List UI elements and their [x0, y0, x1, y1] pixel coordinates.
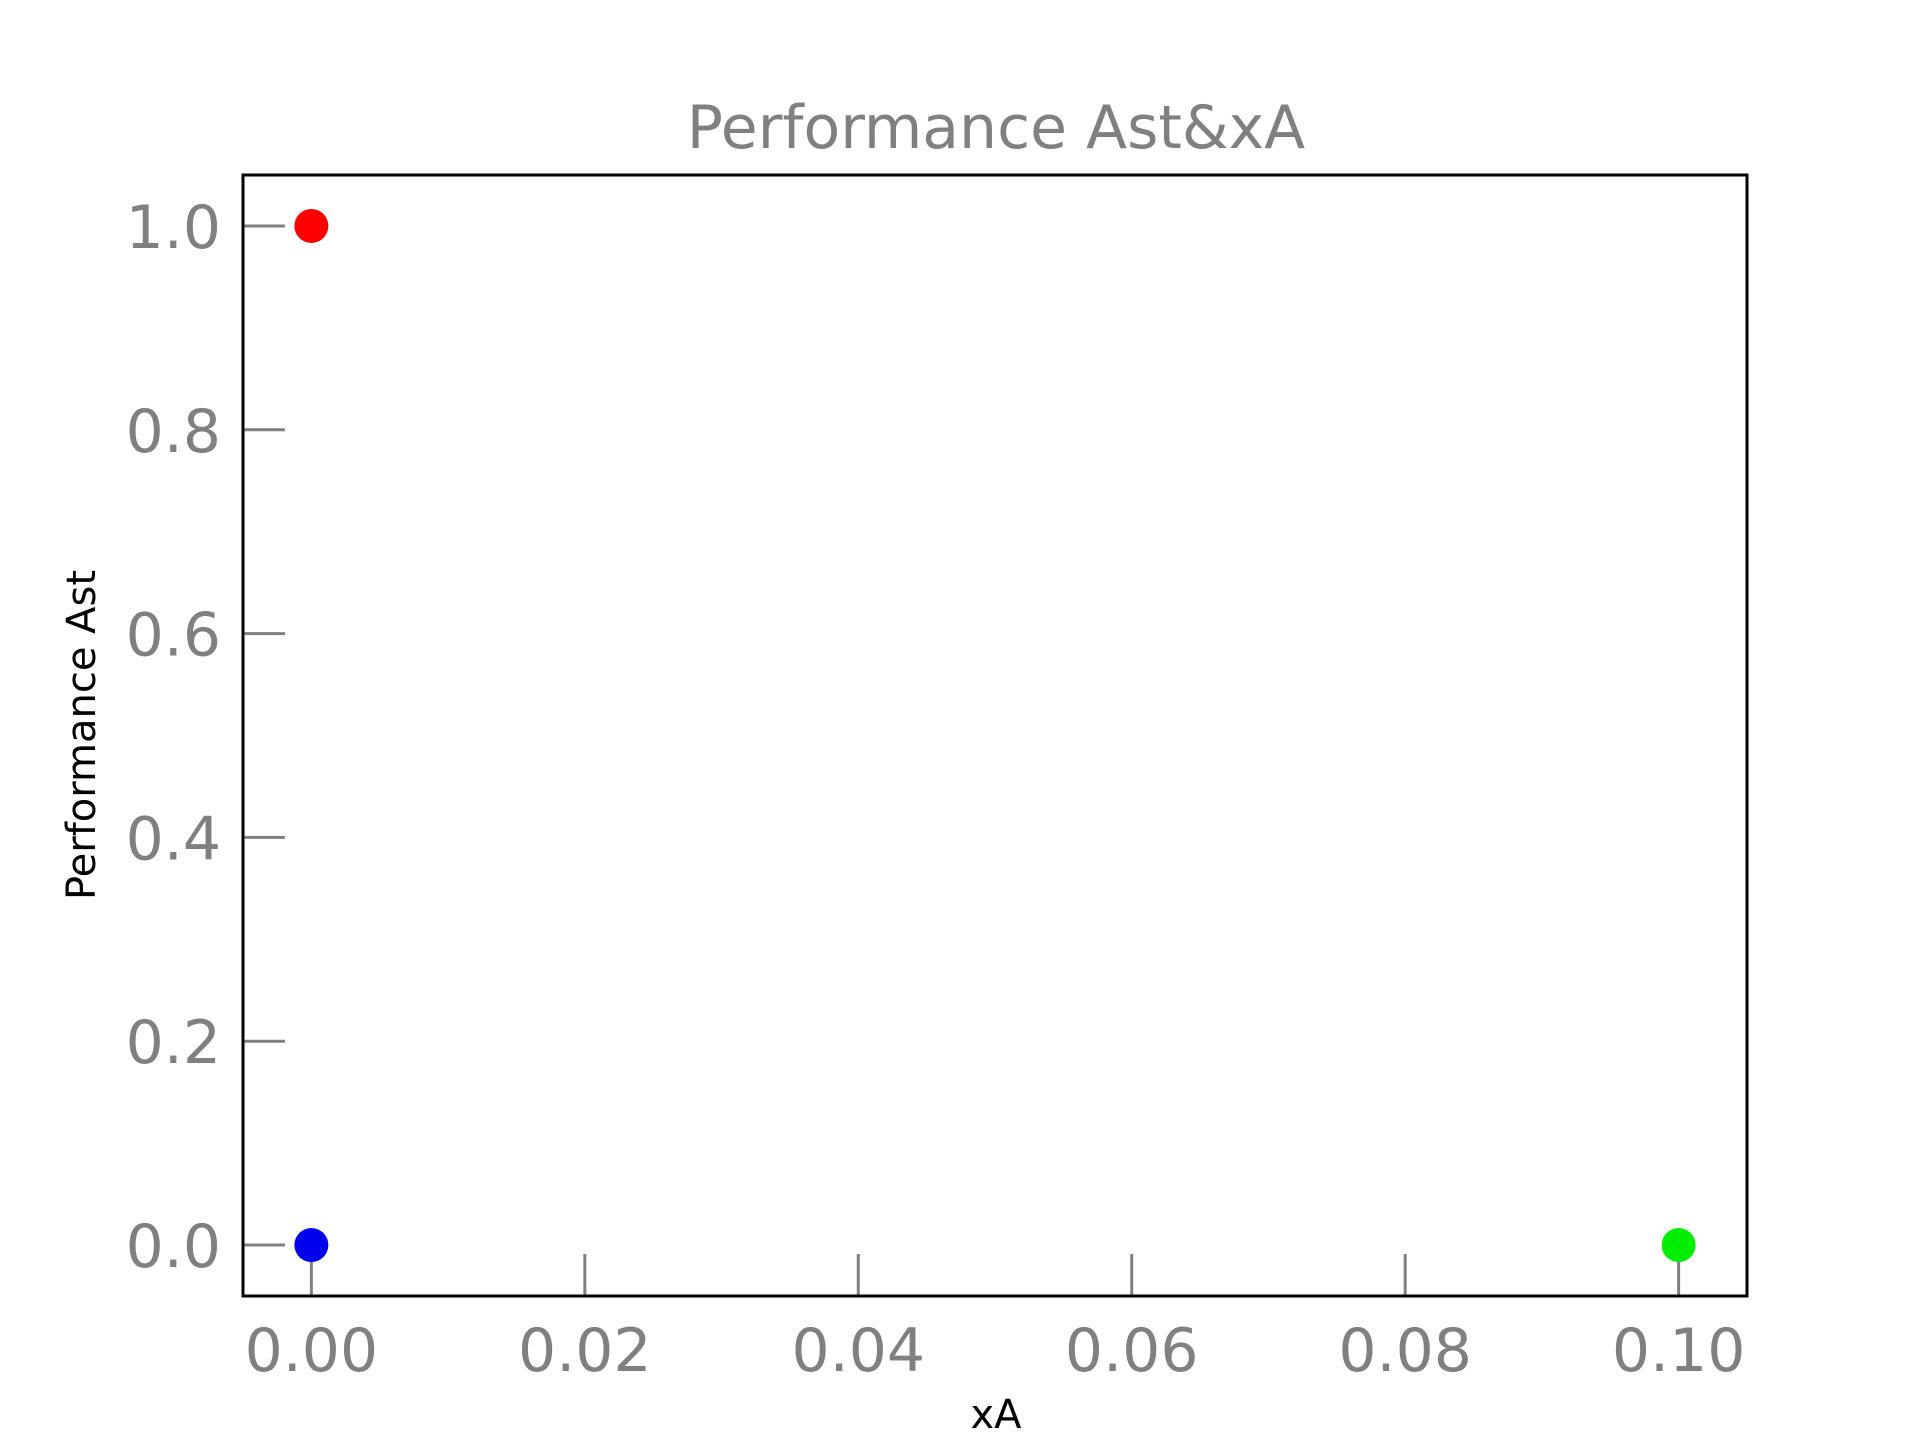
- chart-title: Performance Ast&xA: [687, 93, 1305, 163]
- y-axis-label: Performance Ast: [59, 570, 105, 900]
- data-point: [1661, 1228, 1696, 1263]
- y-tick-label: 1.0: [126, 193, 221, 263]
- x-tick-label: 0.06: [1065, 1316, 1199, 1386]
- x-axis-label: xA: [970, 1392, 1022, 1438]
- y-tick-label: 0.6: [126, 601, 221, 671]
- plot-frame: [241, 173, 1749, 1298]
- y-tick-label: 0.8: [126, 397, 221, 467]
- y-tick-label: 0.2: [126, 1008, 221, 1078]
- y-tick-label: 0.4: [126, 804, 221, 874]
- y-tick-label: 0.0: [126, 1212, 221, 1282]
- x-tick-label: 0.04: [791, 1316, 925, 1386]
- x-tick-label: 0.02: [518, 1316, 652, 1386]
- x-tick-label: 0.00: [245, 1316, 379, 1386]
- data-point: [294, 1228, 329, 1263]
- x-tick-label: 0.10: [1612, 1316, 1746, 1386]
- x-tick-label: 0.08: [1338, 1316, 1472, 1386]
- data-point: [294, 208, 329, 243]
